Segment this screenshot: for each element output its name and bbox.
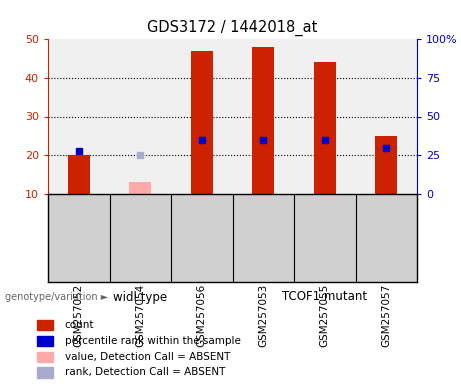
Bar xyxy=(253,47,274,194)
Bar xyxy=(376,136,397,194)
Bar xyxy=(37,336,53,346)
Text: widl type: widl type xyxy=(113,291,167,303)
Bar xyxy=(37,320,53,330)
Bar xyxy=(37,352,53,362)
Text: TCOF1 mutant: TCOF1 mutant xyxy=(282,291,367,303)
Text: rank, Detection Call = ABSENT: rank, Detection Call = ABSENT xyxy=(65,367,225,377)
Title: GDS3172 / 1442018_at: GDS3172 / 1442018_at xyxy=(148,20,318,36)
Bar xyxy=(130,182,151,194)
Bar xyxy=(68,155,89,194)
Text: count: count xyxy=(65,320,94,330)
Bar xyxy=(37,367,53,377)
Bar xyxy=(191,51,213,194)
Text: percentile rank within the sample: percentile rank within the sample xyxy=(65,336,241,346)
Text: value, Detection Call = ABSENT: value, Detection Call = ABSENT xyxy=(65,352,230,362)
Text: genotype/variation ►: genotype/variation ► xyxy=(5,292,108,302)
Bar xyxy=(314,62,336,194)
